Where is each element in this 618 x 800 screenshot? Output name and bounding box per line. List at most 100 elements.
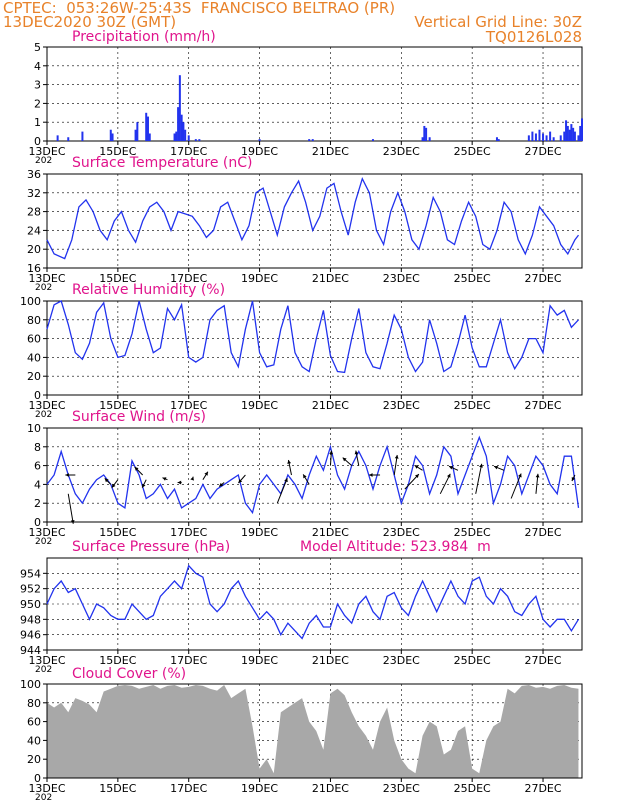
wind-arrow [510, 473, 522, 499]
y-tick-label: 80 [27, 314, 41, 327]
precip-bar [134, 129, 137, 141]
x-tick-label: 23DEC [383, 145, 420, 158]
y-tick-label: 0 [34, 772, 41, 785]
panel-3: 13DEC 15DEC 17DEC 19DEC 21DEC 23DEC 25DEC 27DEC… [27, 422, 583, 547]
precip-bar [423, 125, 426, 141]
y-tick-label: 4 [34, 60, 41, 73]
precip-bar [581, 118, 583, 141]
y-tick-label: 6 [34, 460, 41, 473]
x-year-label: 202 [35, 283, 52, 293]
precip-bar [148, 133, 151, 141]
wind-arrow-head [329, 450, 334, 455]
x-tick-label: 17DEC [170, 145, 207, 158]
precip-bar [428, 137, 431, 141]
precip-bar [573, 131, 576, 141]
wind-arrow-head [342, 457, 347, 462]
series-line [46, 176, 580, 260]
wind-arrow-head [204, 471, 208, 476]
y-tick-label: 954 [20, 567, 41, 580]
wind-arrow-head [134, 467, 139, 471]
precip-bar [136, 122, 139, 141]
precip-bar [559, 135, 562, 141]
precip-bar [145, 112, 148, 141]
y-tick-label: 16 [27, 262, 41, 275]
x-tick-label: 19DEC [241, 272, 278, 285]
y-tick-label: 60 [27, 333, 41, 346]
precip-bar [180, 114, 183, 141]
x-tick-label: 27DEC [524, 145, 561, 158]
precip-bar [497, 139, 500, 141]
precip-title: Precipitation (mm/h) [72, 29, 216, 45]
x-year-label: 202 [35, 156, 52, 166]
x-tick-label: 21DEC [312, 399, 349, 412]
y-tick-label: 5 [34, 41, 41, 54]
panel-frame-top [46, 683, 583, 779]
wind-arrow [439, 473, 451, 495]
y-tick-label: 4 [34, 478, 41, 491]
x-tick-label: 21DEC [312, 526, 349, 539]
x-tick-label: 13DEC [28, 145, 65, 158]
wind-arrow-head [369, 473, 373, 477]
x-tick-label: 23DEC [383, 526, 420, 539]
y-tick-label: 100 [20, 295, 41, 308]
precip-bar [527, 135, 530, 141]
precip-bar [311, 139, 314, 141]
precip-bar [109, 129, 112, 141]
y-tick-label: 8 [34, 441, 41, 454]
y-tick-label: 3 [34, 79, 41, 92]
x-tick-label: 19DEC [241, 526, 278, 539]
series-line [46, 564, 580, 640]
x-tick-label: 13DEC [28, 654, 65, 667]
wind-arrow [67, 493, 74, 524]
pressure-title: Surface Pressure (hPa) [72, 539, 231, 555]
wind-arrow-head [448, 465, 453, 470]
wind-arrow-head [415, 474, 419, 478]
x-tick-label: 27DEC [524, 526, 561, 539]
x-tick-label: 13DEC [28, 782, 65, 795]
wind-arrow [276, 478, 288, 504]
wind-arrow-head [479, 463, 483, 468]
precip-bar [194, 139, 197, 141]
y-tick-label: 60 [27, 716, 41, 729]
y-tick-label: 80 [27, 697, 41, 710]
y-tick-label: 100 [20, 678, 41, 691]
x-tick-label: 25DEC [454, 399, 491, 412]
wind-arrow-head [142, 483, 146, 488]
panel-2: 13DEC 15DEC 17DEC 19DEC 21DEC 23DEC 25DEC 27DEC… [20, 295, 583, 420]
y-tick-label: 40 [27, 351, 41, 364]
wind-arrow-head [535, 473, 540, 478]
x-tick-label: 21DEC [312, 654, 349, 667]
wind-arrow-head [238, 479, 243, 483]
precip-bar [111, 133, 114, 141]
wind-arrow-head [70, 520, 75, 524]
precip-bar [308, 139, 311, 141]
x-tick-label: 17DEC [170, 782, 207, 795]
wind-arrow-head [104, 478, 109, 483]
x-tick-label: 27DEC [524, 399, 561, 412]
precip-bar [187, 135, 190, 141]
y-tick-label: 944 [20, 644, 41, 657]
precip-bar [545, 135, 548, 141]
y-tick-label: 36 [27, 168, 41, 181]
y-tick-label: 948 [20, 613, 41, 626]
precip-bar [531, 131, 534, 141]
x-tick-label: 23DEC [383, 782, 420, 795]
x-tick-label: 27DEC [524, 272, 561, 285]
x-tick-label: 25DEC [454, 145, 491, 158]
precip-bar [198, 139, 201, 141]
x-year-label: 202 [35, 793, 52, 800]
x-tick-label: 17DEC [170, 654, 207, 667]
rh-title: Relative Humidity (%) [72, 282, 226, 298]
wind-arrow-head [446, 473, 451, 478]
panel-frame [46, 427, 583, 523]
x-tick-label: 19DEC [241, 399, 278, 412]
wind-arrow-head [65, 473, 69, 477]
x-tick-label: 15DEC [99, 145, 136, 158]
wind-arrow-head [354, 450, 359, 455]
wind-arrow [475, 463, 483, 494]
panel-4: 13DEC 15DEC 17DEC 19DEC 21DEC 23DEC 25DEC 27DEC… [20, 557, 583, 675]
x-tick-label: 23DEC [383, 272, 420, 285]
y-tick-label: 952 [20, 583, 41, 596]
precip-bar [146, 116, 149, 141]
